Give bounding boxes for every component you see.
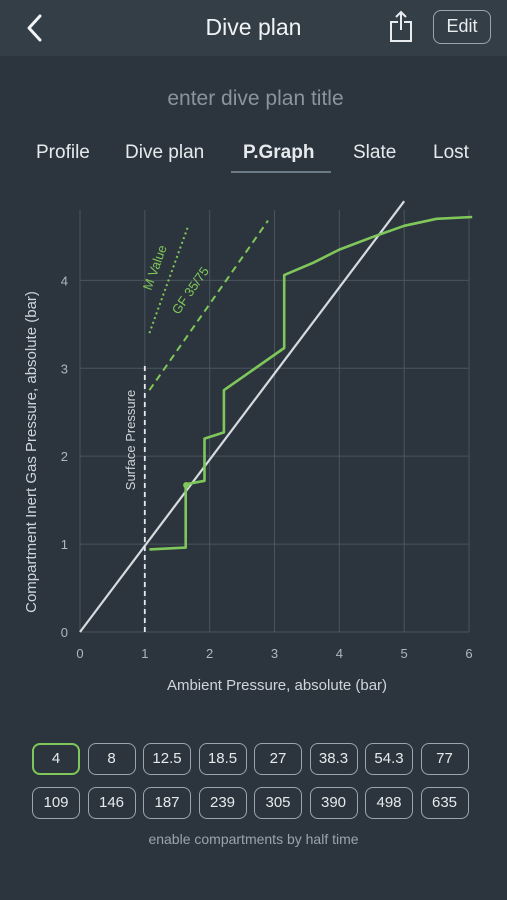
pressure-graph: 0 1 2 3 4 5 6 0 1 2 3 4 Ambient Pressure, absolute …	[23, 200, 473, 694]
x-tick-label: 3	[271, 646, 278, 661]
tab-profile[interactable]: Profile	[36, 142, 90, 163]
compartment-button-109[interactable]: 109	[32, 787, 80, 819]
chevron-left-icon	[27, 14, 42, 42]
compartment-button-239[interactable]: 239	[198, 787, 247, 819]
x-tick-label: 1	[141, 646, 148, 661]
x-tick-label: 0	[76, 646, 83, 661]
dive-plan-title-input[interactable]	[50, 82, 461, 116]
x-tick-label: 4	[336, 646, 343, 661]
series-dashed-green-line	[148, 220, 269, 391]
compartment-button-12-5[interactable]: 12.5	[143, 743, 191, 775]
share-button[interactable]	[386, 10, 416, 44]
surface-pressure-label: Surface Pressure	[123, 390, 138, 490]
series-dotted-green-line	[148, 227, 189, 334]
compartment-button-38-3[interactable]: 38.3	[309, 743, 358, 775]
tab-dive-plan[interactable]: Dive plan	[125, 142, 205, 163]
graph-series	[79, 200, 473, 633]
tab-bar: Profile Dive plan P.Graph Slate Lost	[0, 138, 507, 174]
x-tick-label: 6	[465, 646, 472, 661]
active-tab-indicator	[231, 171, 331, 173]
page-title: Dive plan	[205, 14, 302, 40]
compartment-button-4[interactable]: 4	[32, 743, 80, 775]
compartment-button-305[interactable]: 305	[254, 787, 302, 819]
share-icon	[390, 10, 412, 42]
compartment-button-18-5[interactable]: 18.5	[198, 743, 247, 775]
compartment-button-27[interactable]: 27	[254, 743, 302, 775]
x-axis-label: Ambient Pressure, absolute (bar)	[167, 677, 387, 694]
y-tick-label: 4	[61, 273, 68, 288]
compartments-caption: enable compartments by half time	[148, 831, 359, 847]
series-solid-white-line	[79, 200, 406, 633]
y-tick-label: 3	[61, 361, 68, 376]
series-marker-point	[183, 481, 190, 489]
edit-button[interactable]: Edit	[433, 10, 491, 44]
x-tick-label: 5	[401, 646, 408, 661]
m-value-label: M Value	[140, 243, 170, 292]
graph-ticks: 0 1 2 3 4 5 6 0 1 2 3 4	[61, 273, 473, 661]
tab-lost[interactable]: Lost	[433, 142, 469, 163]
x-tick-label: 2	[206, 646, 213, 661]
y-tick-label: 2	[61, 449, 68, 464]
tab-pgraph[interactable]: P.Graph	[243, 142, 315, 163]
compartment-button-8[interactable]: 8	[87, 743, 136, 775]
compartment-button-187[interactable]: 187	[143, 787, 191, 819]
compartment-button-77[interactable]: 77	[420, 743, 469, 775]
y-tick-label: 1	[61, 537, 68, 552]
compartment-button-498[interactable]: 498	[365, 787, 413, 819]
compartment-button-146[interactable]: 146	[87, 787, 136, 819]
y-tick-label: 0	[61, 625, 68, 640]
compartment-button-390[interactable]: 390	[309, 787, 358, 819]
tab-slate[interactable]: Slate	[353, 142, 397, 163]
graph-grid	[79, 210, 470, 633]
compartment-button-54-3[interactable]: 54.3	[365, 743, 413, 775]
navigation-bar: Dive plan Edit	[0, 0, 507, 56]
back-button[interactable]	[22, 12, 52, 44]
compartment-button-635[interactable]: 635	[420, 787, 469, 819]
y-axis-label: Compartment Inert Gas Pressure, absolute…	[23, 291, 40, 613]
series-solid-green-line	[149, 215, 473, 551]
